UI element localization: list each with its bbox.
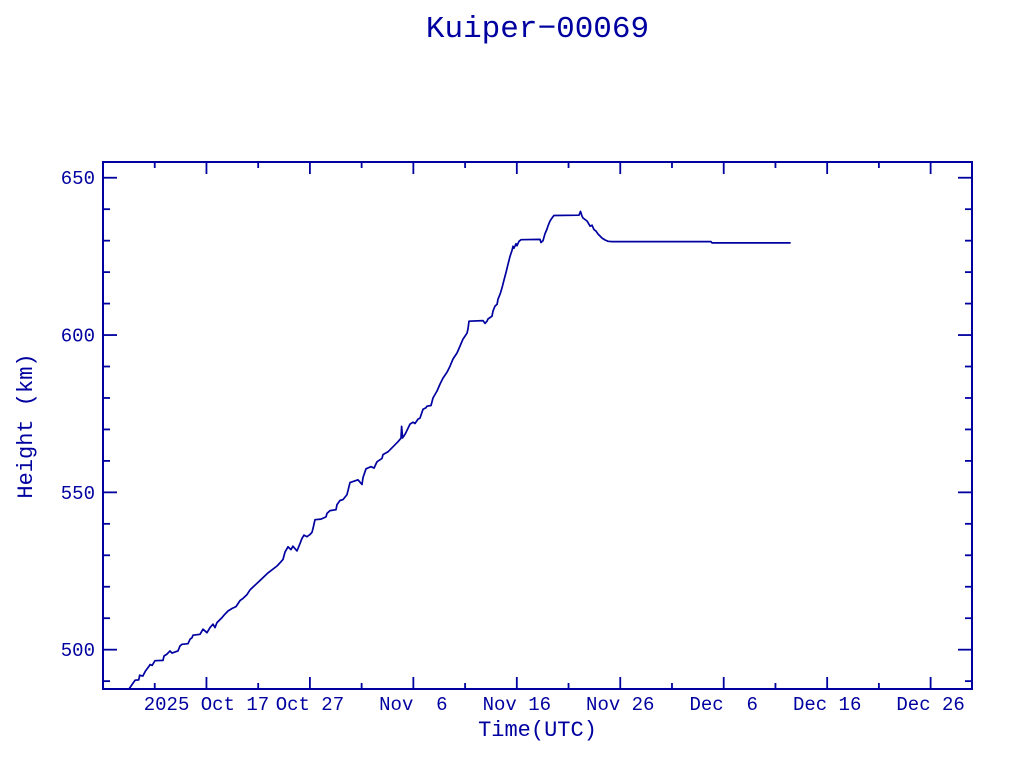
y-tick-label: 500: [61, 640, 95, 662]
height-series-line: [128, 210, 791, 690]
x-tick-label: Nov 16: [483, 694, 551, 716]
x-tick-label: Nov 6: [379, 694, 447, 716]
plot-frame: [102, 161, 973, 690]
x-tick-label: Dec 26: [896, 694, 964, 716]
y-axis-title-text: Height (km): [14, 353, 39, 499]
x-tick-label: Nov 26: [586, 694, 654, 716]
x-tick-label: 2025 Oct 17: [144, 694, 269, 716]
y-tick-label: 650: [61, 168, 95, 190]
x-tick-label: Dec 6: [690, 694, 758, 716]
chart-title: Kuiper−00069: [425, 12, 650, 47]
y-tick-label: 600: [61, 326, 95, 348]
x-tick-label: Oct 27: [276, 694, 344, 716]
x-tick-label: Dec 16: [793, 694, 861, 716]
x-axis-title: Time(UTC): [478, 718, 597, 743]
y-tick-label: 550: [61, 483, 95, 505]
